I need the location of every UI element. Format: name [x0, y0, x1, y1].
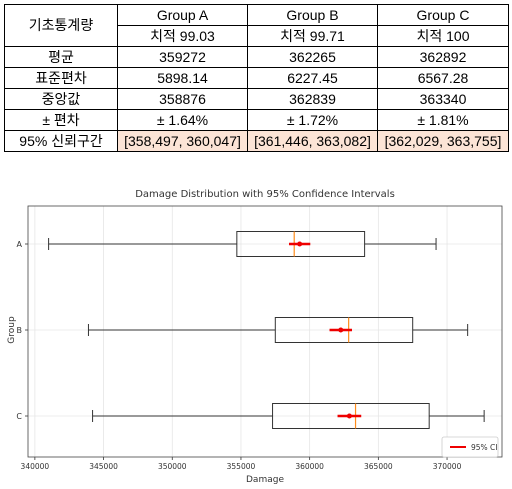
x-tick-label: 365000	[364, 462, 393, 471]
row-label: ± 편차	[4, 109, 118, 131]
legend-frame	[441, 436, 499, 458]
row-label: 95% 신뢰구간	[4, 130, 118, 152]
group-subheader: 치적 100	[377, 25, 509, 47]
x-tick-label: 360000	[295, 462, 324, 471]
table-cell: 359272	[117, 46, 248, 68]
chart-container: Damage Distribution with 95% Confidence …	[0, 172, 512, 489]
axes: 340000 345000 350000 355000 360000 365000 3700…	[16, 205, 503, 471]
table-corner-label: 기초통계량	[4, 4, 118, 47]
y-tick-label: C	[16, 412, 22, 421]
table-cell: [362,029, 363,755]	[377, 130, 509, 152]
statistics-table: 기초통계량 Group A Group B Group C 치적 99.03 치…	[4, 4, 509, 152]
table-row: 중앙값 358876 362839 363340	[4, 88, 509, 110]
table-cell: ± 1.81%	[377, 109, 509, 131]
mean-point	[338, 327, 344, 333]
chart-title: Damage Distribution with 95% Confidence …	[135, 189, 395, 200]
plot-frame	[27, 205, 503, 458]
table-cell: ± 1.64%	[117, 109, 248, 131]
legend: 95% CI	[441, 436, 499, 458]
table-cell: 5898.14	[117, 67, 248, 89]
table-cell: 362265	[247, 46, 378, 68]
y-tick-label: B	[17, 326, 23, 335]
x-tick-label: 345000	[89, 462, 118, 471]
mean-point	[346, 413, 352, 419]
box-iqr	[236, 231, 366, 257]
x-tick-label: 350000	[158, 462, 187, 471]
x-tick-label: 370000	[433, 462, 462, 471]
box-iqr	[272, 403, 430, 429]
box-iqr	[274, 317, 414, 343]
x-tick-label: 340000	[21, 462, 50, 471]
x-tick-label: 355000	[227, 462, 256, 471]
table-cell: 362892	[377, 46, 509, 68]
boxplot-chart: Damage Distribution with 95% Confidence …	[7, 189, 503, 485]
row-label: 표준편차	[4, 67, 118, 89]
table-cell: 358876	[117, 88, 248, 110]
table-cell: ± 1.72%	[247, 109, 378, 131]
row-label: 중앙값	[4, 88, 118, 110]
box-group-a	[48, 231, 437, 257]
table-cell: [361,446, 363,082]	[247, 130, 378, 152]
box-group-b	[87, 317, 469, 343]
group-header: Group A	[117, 4, 248, 26]
group-subheader: 치적 99.03	[117, 25, 248, 47]
group-header: Group B	[247, 4, 378, 26]
table-cell: 6567.28	[377, 67, 509, 89]
mean-point	[297, 241, 303, 247]
table-cell: [358,497, 360,047]	[117, 130, 248, 152]
table-row: ± 편차 ± 1.64% ± 1.72% ± 1.81%	[4, 109, 509, 131]
table-cell: 6227.45	[247, 67, 378, 89]
table-row: 평균 359272 362265 362892	[4, 46, 509, 68]
y-tick-label: A	[17, 240, 23, 249]
table-row: 95% 신뢰구간 [358,497, 360,047] [361,446, 36…	[4, 130, 509, 152]
row-label: 평균	[4, 46, 118, 68]
group-subheader: 치적 99.71	[247, 25, 378, 47]
group-header: Group C	[377, 4, 509, 26]
table-cell: 362839	[247, 88, 378, 110]
box-group-c	[92, 403, 485, 429]
table-row: 표준편차 5898.14 6227.45 6567.28	[4, 67, 509, 89]
y-axis-label: Group	[7, 316, 17, 344]
table-cell: 363340	[377, 88, 509, 110]
boxes	[48, 231, 485, 429]
legend-label: 95% CI	[471, 443, 498, 452]
x-axis-label: Damage	[246, 475, 284, 485]
